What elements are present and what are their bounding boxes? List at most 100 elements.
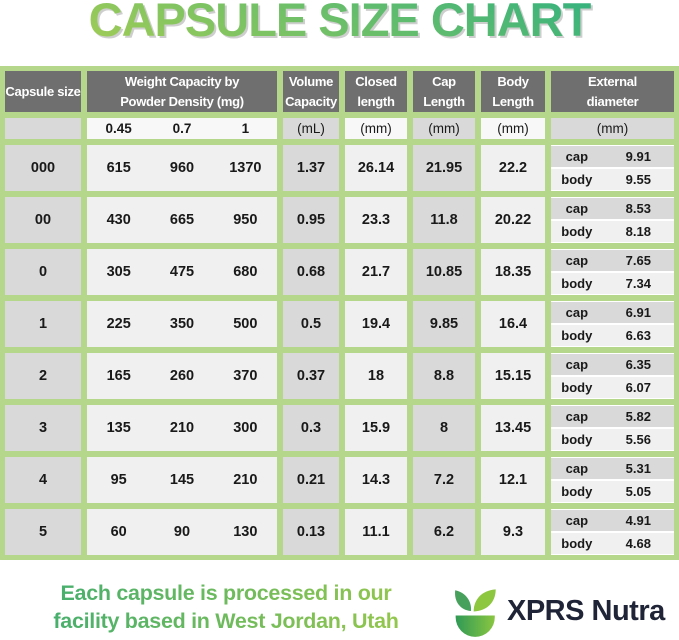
unit-label: (mm): [360, 121, 392, 136]
external-cap-row: cap 8.53: [551, 198, 674, 219]
logo-leaf-left: [455, 590, 472, 611]
cap-label: cap: [565, 253, 589, 268]
volume-capacity-cell: 0.3: [283, 405, 339, 451]
external-cap-row: cap 9.91: [551, 146, 674, 167]
weight-value: 680: [233, 264, 258, 280]
closed-length-cell: 23.3: [345, 197, 407, 243]
weight-value: 210: [233, 472, 258, 488]
cap-length-cell: 10.85: [413, 249, 475, 295]
weight-value: 370: [233, 368, 258, 384]
capsule-size-value: 0: [38, 264, 48, 280]
cap-length-value: 11.8: [430, 212, 458, 228]
density-value: 0.7: [172, 121, 192, 136]
capsule-size-cell: 3: [5, 405, 81, 451]
facility-note-line: Each capsule is processed in our: [60, 581, 392, 605]
weight-value: 475: [169, 264, 195, 280]
closed-length-cell: 19.4: [345, 301, 407, 347]
capsule-size-cell: 1: [5, 301, 81, 347]
external-body-row: body 8.18: [551, 221, 674, 242]
weight-value: 225: [106, 316, 131, 332]
unit-capsule-size-cell: [5, 118, 81, 139]
cap-diameter-value: 6.91: [625, 305, 651, 320]
header-closed-length: Closed length: [345, 71, 407, 112]
weight-value: 95: [110, 472, 127, 488]
external-diameter-cell: cap 5.31 body 5.05: [551, 457, 674, 503]
capsule-size-cell: 000: [5, 145, 81, 191]
cap-diameter-value: 9.91: [625, 149, 651, 164]
facility-note-line: facility based in West Jordan, Utah: [53, 608, 399, 633]
closed-length-value: 19.4: [361, 316, 391, 332]
body-length-cell: 20.22: [481, 197, 545, 243]
cap-length-cell: 6.2: [413, 509, 475, 555]
header-line: Body: [497, 74, 529, 89]
capsule-size-cell: 4: [5, 457, 81, 503]
volume-capacity-cell: 0.13: [283, 509, 339, 555]
unit-label: (mm): [497, 121, 529, 136]
external-cap-row: cap 6.35: [551, 354, 674, 375]
body-diameter-value: 6.63: [625, 328, 651, 343]
unit-external-cell: (mm): [551, 118, 674, 139]
cap-length-value: 10.85: [425, 264, 463, 280]
external-cap-row: cap 5.82: [551, 406, 674, 427]
weight-value: 130: [233, 524, 258, 540]
volume-value: 0.13: [296, 524, 326, 540]
volume-value: 0.68: [296, 264, 326, 280]
body-length-value: 16.4: [498, 316, 528, 332]
external-body-row: body 6.63: [551, 325, 674, 346]
cap-diameter-value: 8.53: [625, 201, 651, 216]
cap-label: cap: [565, 409, 589, 424]
capsule-size-cell: 2: [5, 353, 81, 399]
body-length-cell: 12.1: [481, 457, 545, 503]
unit-volume-cell: (mL): [283, 118, 339, 139]
external-diameter-cell: cap 8.53 body 8.18: [551, 197, 674, 243]
weight-value: 1370: [229, 160, 262, 176]
capsule-size-value: 00: [34, 212, 52, 228]
external-cap-row: cap 7.65: [551, 250, 674, 271]
volume-value: 0.21: [296, 472, 326, 488]
body-label: body: [561, 536, 593, 551]
body-length-cell: 9.3: [481, 509, 545, 555]
unit-cap-cell: (mm): [413, 118, 475, 139]
body-label: body: [561, 224, 593, 239]
closed-length-value: 11.1: [362, 524, 390, 540]
external-diameter-cell: cap 4.91 body 4.68: [551, 509, 674, 555]
external-body-row: body 7.34: [551, 273, 674, 294]
volume-capacity-cell: 0.21: [283, 457, 339, 503]
capsule-size-cell: 0: [5, 249, 81, 295]
cap-diameter-value: 5.82: [625, 409, 651, 424]
body-label: body: [561, 172, 593, 187]
body-length-cell: 15.15: [481, 353, 545, 399]
closed-length-cell: 15.9: [345, 405, 407, 451]
volume-capacity-cell: 0.68: [283, 249, 339, 295]
body-length-cell: 18.35: [481, 249, 545, 295]
cap-diameter-value: 5.31: [625, 461, 651, 476]
cap-length-cell: 7.2: [413, 457, 475, 503]
density-value: 0.45: [105, 121, 132, 136]
volume-value: 0.5: [300, 316, 322, 332]
body-label: body: [561, 432, 593, 447]
external-cap-row: cap 5.31: [551, 458, 674, 479]
cap-label: cap: [565, 357, 589, 372]
weight-value: 430: [106, 212, 131, 228]
body-length-value: 9.3: [502, 524, 524, 540]
body-diameter-value: 9.55: [625, 172, 651, 187]
weight-capacity-cell: 430 665 950: [87, 197, 277, 243]
body-diameter-value: 6.07: [625, 380, 651, 395]
cap-length-value: 8.8: [433, 368, 455, 384]
external-body-row: body 4.68: [551, 533, 674, 554]
weight-value: 350: [169, 316, 195, 332]
weight-capacity-cell: 135 210 300: [87, 405, 277, 451]
logo-bowl: [455, 615, 495, 637]
closed-length-cell: 14.3: [345, 457, 407, 503]
volume-value: 0.37: [296, 368, 326, 384]
closed-length-value: 23.3: [361, 212, 391, 228]
cap-length-value: 7.2: [433, 472, 455, 488]
external-cap-row: cap 6.91: [551, 302, 674, 323]
body-label: body: [561, 484, 593, 499]
weight-value: 615: [106, 160, 131, 176]
external-diameter-cell: cap 6.35 body 6.07: [551, 353, 674, 399]
capsule-size-cell: 5: [5, 509, 81, 555]
body-label: body: [561, 276, 593, 291]
cap-diameter-value: 7.65: [625, 253, 651, 268]
